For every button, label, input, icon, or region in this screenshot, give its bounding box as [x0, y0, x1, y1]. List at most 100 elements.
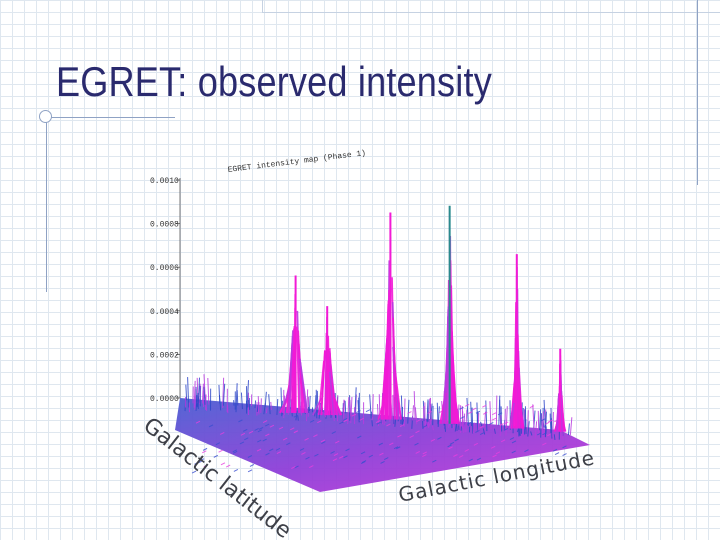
texture-fleck: [335, 440, 340, 444]
texture-fleck: [330, 451, 335, 454]
texture-spike: [527, 421, 530, 437]
texture-spike: [349, 399, 352, 417]
texture-spike: [552, 412, 554, 437]
texture-fleck: [213, 454, 219, 458]
texture-spike: [567, 423, 570, 436]
surface-floor: [175, 398, 590, 492]
texture-fleck: [291, 466, 296, 470]
texture-fleck: [375, 420, 381, 424]
texture-spike: [204, 396, 208, 411]
peak-5-spike: [556, 393, 560, 432]
texture-fleck: [471, 407, 477, 411]
texture-spike: [542, 411, 544, 436]
texture-spike: [413, 391, 416, 420]
texture-fleck: [359, 417, 364, 421]
peak-2-spike: [382, 330, 389, 420]
z-tick-label-0: 0.0000: [150, 395, 179, 404]
texture-fleck: [397, 434, 402, 438]
texture-spike: [505, 406, 508, 436]
peak-1-spike: [327, 349, 331, 416]
texture-fleck: [262, 438, 267, 442]
texture-fleck: [202, 447, 208, 451]
peaks-layer: [279, 205, 567, 432]
texture-fleck: [437, 436, 442, 440]
texture-fleck: [453, 454, 458, 457]
texture-fleck: [541, 418, 546, 422]
decor-circle: [39, 110, 52, 123]
texture-fleck: [309, 419, 315, 423]
z-tick-label-3: 0.0006: [150, 264, 179, 273]
texture-fleck: [320, 439, 326, 443]
texture-spike: [207, 377, 210, 405]
texture-spike: [493, 428, 496, 434]
peak-2-spike: [392, 317, 398, 420]
decor-right-line: [697, 0, 698, 185]
peak-4-spike: [512, 355, 517, 429]
peak-5-spike: [560, 395, 565, 432]
texture-spike: [400, 395, 403, 426]
peak-4-spike: [517, 334, 521, 429]
z-axis-ticks: 0.0000 0.0002 0.0004 0.0006 0.0008 0.0010: [150, 177, 180, 404]
texture-spike: [196, 392, 199, 407]
decor-title-underline: [40, 117, 175, 118]
texture-spike: [489, 401, 492, 430]
texture-fleck: [378, 442, 383, 446]
texture-fleck: [503, 427, 509, 431]
texture-fleck: [256, 448, 262, 452]
peak-1-spike: [328, 371, 335, 416]
texture-spike: [265, 407, 268, 414]
texture-spike: [347, 397, 350, 425]
texture-spike: [358, 397, 361, 421]
texture-spike: [257, 396, 260, 415]
peak-4-spike: [509, 402, 515, 429]
texture-fleck: [524, 449, 529, 453]
texture-spike: [201, 383, 204, 404]
texture-spike: [484, 411, 486, 427]
texture-fleck: [504, 421, 509, 425]
texture-fleck: [278, 426, 284, 430]
texture-fleck: [422, 451, 427, 455]
texture-fleck: [542, 442, 547, 446]
texture-fleck: [360, 461, 366, 464]
texture-fleck: [293, 414, 299, 418]
texture-fleck: [414, 442, 419, 446]
texture-fleck: [482, 404, 487, 408]
texture-fleck: [468, 458, 473, 462]
texture-spike: [256, 405, 259, 412]
texture-fleck: [194, 461, 199, 465]
texture-fleck: [554, 452, 560, 455]
texture-spike: [403, 398, 406, 427]
texture-fleck: [495, 451, 501, 455]
texture-fleck: [547, 433, 552, 437]
texture-fleck: [376, 421, 382, 425]
texture-fleck: [262, 420, 268, 423]
texture-spike: [534, 421, 538, 439]
texture-spike: [477, 412, 480, 432]
texture-fleck: [275, 447, 281, 451]
texture-fleck: [500, 439, 506, 443]
texture-fleck: [240, 432, 246, 436]
peak-0-spike: [299, 358, 308, 413]
texture-fleck: [407, 411, 412, 415]
texture-fleck: [248, 430, 254, 434]
peak-2-spike: [386, 303, 390, 420]
texture-spike: [240, 392, 243, 410]
texture-fleck: [459, 406, 464, 410]
texture-spike: [549, 413, 552, 436]
texture-fleck: [220, 432, 225, 435]
texture-fleck: [351, 413, 357, 417]
texture-spike: [482, 428, 486, 435]
z-tick-label-5: 0.0010: [150, 177, 179, 186]
texture-spike: [394, 419, 397, 427]
texture-spike: [260, 398, 262, 413]
texture-spike: [569, 417, 573, 435]
texture-spike: [342, 399, 345, 422]
texture-fleck: [368, 454, 373, 458]
texture-spike: [308, 395, 311, 412]
texture-fleck: [258, 426, 264, 430]
texture-fleck: [464, 449, 469, 452]
texture-fleck: [265, 452, 270, 456]
texture-spike: [264, 391, 267, 407]
texture-fleck: [232, 449, 238, 453]
texture-fleck: [396, 446, 401, 450]
